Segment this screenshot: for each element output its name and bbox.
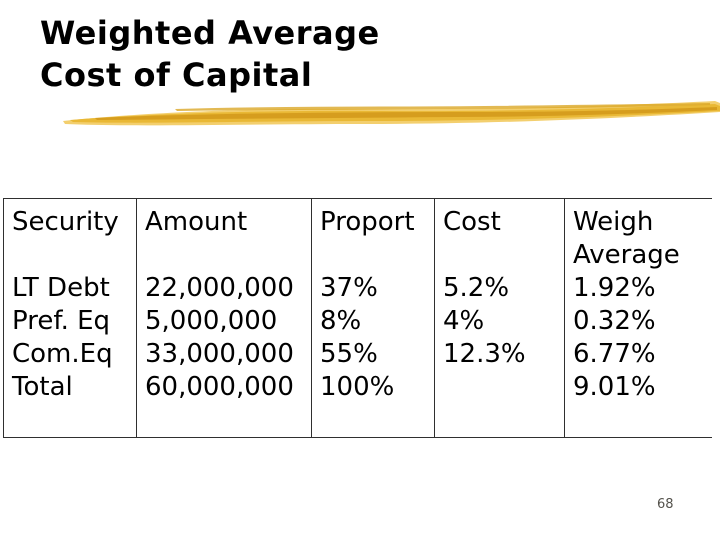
column-header-text-line2 xyxy=(12,239,136,272)
column-header-amount: Amount xyxy=(145,206,311,272)
column-header-security: Security xyxy=(12,206,136,272)
table-cell: 1.92% xyxy=(573,273,656,303)
table-cell: 9.01% xyxy=(573,372,656,402)
slide-title: Weighted Average Cost of Capital xyxy=(40,12,380,96)
table-cell: Total xyxy=(12,372,73,402)
table-cell: 6.77% xyxy=(573,339,656,369)
table-cell: 8% xyxy=(320,306,362,336)
table-cell xyxy=(443,371,564,404)
column-header-text: Weigh xyxy=(573,207,654,237)
table-cell: 37% xyxy=(320,273,378,303)
title-line-1: Weighted Average xyxy=(40,14,380,52)
column-header-text-line2: Average xyxy=(573,240,680,270)
table-column-weigh-average: Weigh Average 1.92% 0.32% 6.77% 9.01% xyxy=(564,199,712,437)
column-header-text: Security xyxy=(12,207,119,237)
column-header-text: Amount xyxy=(145,207,248,237)
column-header-text-line2 xyxy=(443,239,564,272)
table-cell: 60,000,000 xyxy=(145,372,294,402)
page-number: 68 xyxy=(657,497,674,512)
table-cell: Pref. Eq xyxy=(12,306,111,336)
table-cell: 12.3% xyxy=(443,339,526,369)
wacc-table: Security LT Debt Pref. Eq Com.Eq Total A… xyxy=(3,198,712,438)
table-cell: 4% xyxy=(443,306,485,336)
table-column-cost: Cost 5.2% 4% 12.3% xyxy=(434,199,564,437)
column-header-text: Cost xyxy=(443,207,501,237)
column-header-text-line2 xyxy=(320,239,434,272)
brush-underline-icon xyxy=(63,101,720,126)
column-header-cost: Cost xyxy=(443,206,564,272)
column-header-proport: Proport xyxy=(320,206,434,272)
column-header-weigh-average: Weigh Average xyxy=(573,206,712,272)
table-cell: LT Debt xyxy=(12,273,110,303)
table-cell: Com.Eq xyxy=(12,339,113,369)
table-cell: 100% xyxy=(320,372,395,402)
title-line-2: Cost of Capital xyxy=(40,56,313,94)
table-cell: 33,000,000 xyxy=(145,339,294,369)
column-header-text: Proport xyxy=(320,207,415,237)
table-cell: 0.32% xyxy=(573,306,656,336)
table-cell: 55% xyxy=(320,339,378,369)
column-header-text-line2 xyxy=(145,239,311,272)
table-column-proport: Proport 37% 8% 55% 100% xyxy=(311,199,434,437)
table-column-amount: Amount 22,000,000 5,000,000 33,000,000 6… xyxy=(136,199,311,437)
table-cell: 5,000,000 xyxy=(145,306,278,336)
table-cell: 22,000,000 xyxy=(145,273,294,303)
table-column-security: Security LT Debt Pref. Eq Com.Eq Total xyxy=(4,199,136,437)
table-cell: 5.2% xyxy=(443,273,510,303)
